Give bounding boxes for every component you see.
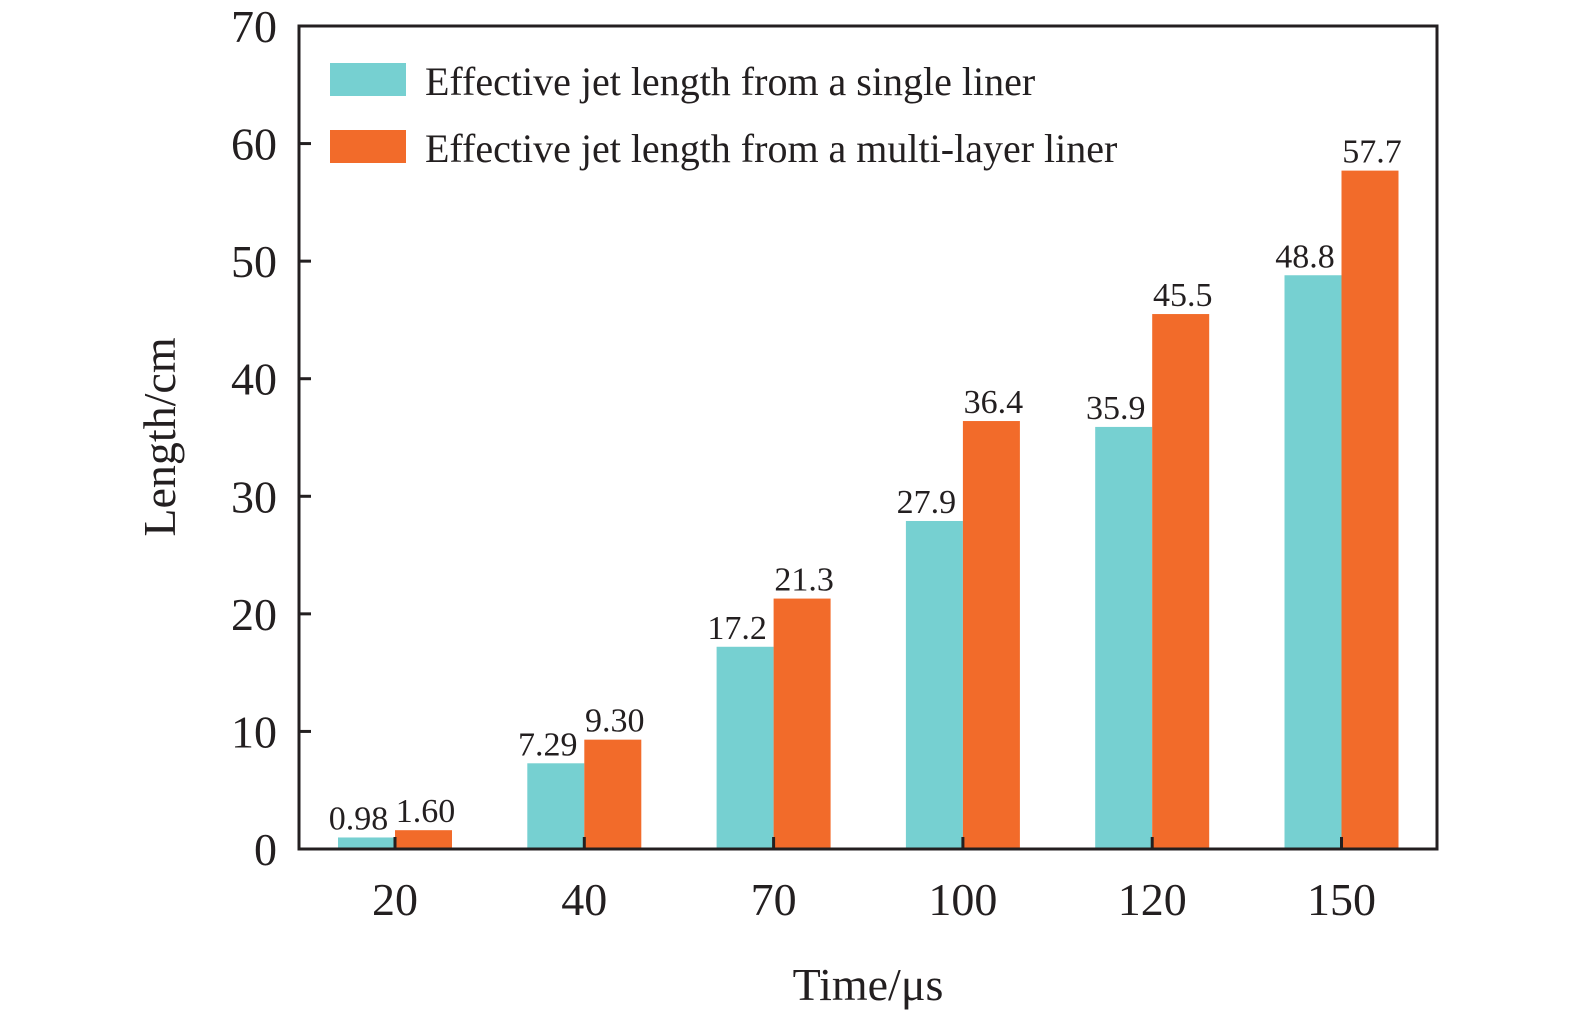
data-label: 27.9 bbox=[897, 484, 957, 521]
legend: Effective jet length from a single liner… bbox=[330, 59, 1117, 171]
bar bbox=[773, 598, 831, 849]
bar bbox=[584, 739, 642, 849]
data-label: 17.2 bbox=[707, 610, 767, 647]
x-tick-label: 70 bbox=[751, 874, 797, 925]
y-tick-label: 40 bbox=[231, 354, 277, 405]
data-label: 0.98 bbox=[329, 800, 389, 837]
y-axis: 0 10 20 30 40 50 60 70 bbox=[231, 1, 311, 875]
data-label: 7.29 bbox=[518, 726, 578, 763]
plot-frame bbox=[297, 24, 1439, 851]
legend-swatch-multi bbox=[330, 130, 406, 163]
y-tick-label: 50 bbox=[231, 236, 277, 287]
data-label: 9.30 bbox=[585, 703, 645, 740]
data-label: 48.8 bbox=[1275, 238, 1335, 275]
bar bbox=[962, 421, 1020, 849]
bar bbox=[395, 830, 452, 849]
legend-label-single: Effective jet length from a single liner bbox=[425, 59, 1035, 104]
bar bbox=[338, 837, 395, 849]
y-tick-label: 60 bbox=[231, 119, 277, 170]
y-tick-label: 30 bbox=[231, 471, 277, 522]
legend-label-multi: Effective jet length from a multi-layer … bbox=[425, 126, 1117, 171]
data-label: 57.7 bbox=[1342, 134, 1402, 171]
data-label: 35.9 bbox=[1086, 390, 1146, 427]
x-axis-title: Time/μs bbox=[793, 959, 944, 1010]
x-tick-label: 100 bbox=[928, 874, 997, 925]
bar bbox=[905, 520, 963, 849]
x-axis: 20 40 70 100 120 150 bbox=[372, 837, 1376, 925]
data-label: 36.4 bbox=[964, 384, 1024, 421]
bar bbox=[1152, 314, 1210, 849]
data-label: 45.5 bbox=[1153, 277, 1213, 314]
x-tick-label: 40 bbox=[561, 874, 607, 925]
legend-swatch-single bbox=[330, 63, 406, 96]
y-tick-label: 10 bbox=[231, 706, 277, 757]
y-tick-label: 20 bbox=[231, 589, 277, 640]
y-tick-label: 0 bbox=[254, 824, 277, 875]
bar bbox=[1095, 426, 1153, 849]
x-tick-label: 150 bbox=[1307, 874, 1376, 925]
data-labels-layer: 0.98 1.60 7.299.30 17.221.3 27.9 36.4 35.9 45.5… bbox=[329, 134, 1402, 838]
bar bbox=[527, 763, 585, 849]
x-tick-label: 20 bbox=[372, 874, 418, 925]
bar bbox=[1284, 275, 1342, 849]
data-label: 21.3 bbox=[774, 562, 834, 599]
bar bbox=[1341, 170, 1399, 849]
bars-layer bbox=[338, 170, 1399, 849]
x-tick-label: 120 bbox=[1118, 874, 1187, 925]
y-axis-title: Length/cm bbox=[134, 337, 185, 536]
data-label: 1.60 bbox=[396, 793, 456, 830]
y-tick-label: 70 bbox=[231, 1, 277, 52]
bar bbox=[716, 646, 774, 849]
